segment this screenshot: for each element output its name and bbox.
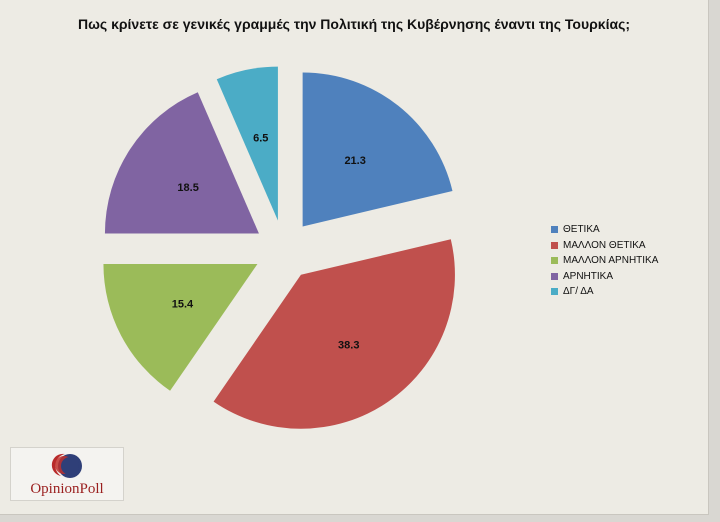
legend-item: ΑΡΝΗΤΙΚΑ <box>551 269 658 285</box>
legend-item: ΘΕΤΙΚΑ <box>551 222 658 238</box>
data-label: 18.5 <box>177 182 198 194</box>
legend-swatch <box>551 272 558 280</box>
legend-label: ΜΑΛΛΟΝ ΘΕΤΙΚΑ <box>563 239 646 251</box>
legend-label: ΘΕΤΙΚΑ <box>563 224 600 236</box>
data-label: 15.4 <box>172 298 194 310</box>
pie-slice <box>213 239 455 429</box>
logo-circle-icon <box>51 453 82 478</box>
data-label: 38.3 <box>338 340 359 352</box>
pie-slice <box>302 72 453 227</box>
pie-slice <box>216 66 278 221</box>
legend-swatch <box>551 257 558 265</box>
data-label: 21.3 <box>344 155 365 167</box>
legend-item: ΜΑΛΛΟΝ ΑΡΝΗΤΙΚΑ <box>551 253 658 269</box>
legend-swatch <box>551 288 558 296</box>
chart-title: Πως κρίνετε σε γενικές γραμμές την Πολιτ… <box>77 16 631 32</box>
legend-label: ΔΓ/ ΔΑ <box>563 286 594 298</box>
legend-swatch <box>551 241 558 249</box>
pie-slice <box>104 92 259 234</box>
legend-item: ΜΑΛΛΟΝ ΘΕΤΙΚΑ <box>551 238 658 254</box>
legend-label: ΜΑΛΛΟΝ ΑΡΝΗΤΙΚΑ <box>563 255 659 267</box>
logo-text: OpinionPoll <box>30 481 104 497</box>
opinionpoll-logo: OpinionPoll <box>10 447 124 501</box>
chart-frame: Πως κρίνετε σε γενικές γραμμές την Πολιτ… <box>0 0 709 515</box>
pie-chart: 21.3 38.3 15.4 18.5 6.5 <box>103 66 455 429</box>
legend-label: ΑΡΝΗΤΙΚΑ <box>563 270 614 282</box>
data-label: 6.5 <box>253 133 268 145</box>
legend-item: ΔΓ/ ΔΑ <box>551 284 658 300</box>
legend-swatch <box>551 226 558 234</box>
pie-slice <box>103 263 258 391</box>
legend: ΘΕΤΙΚΑ ΜΑΛΛΟΝ ΘΕΤΙΚΑ ΜΑΛΛΟΝ ΑΡΝΗΤΙΚΑ ΑΡΝ… <box>551 222 658 300</box>
